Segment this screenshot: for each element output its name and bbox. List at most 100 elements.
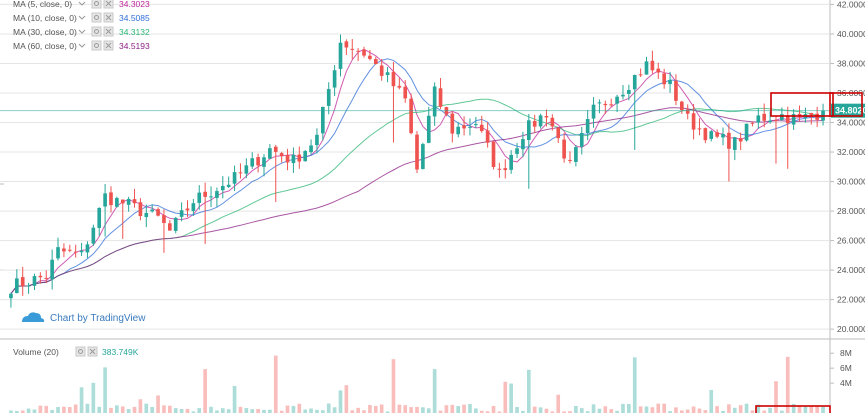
volume-bar (585, 411, 590, 413)
candle-body (62, 248, 66, 252)
volume-bar (385, 411, 390, 413)
candle-body (162, 215, 166, 223)
volume-close-icon[interactable] (87, 346, 98, 357)
volume-bar (509, 383, 513, 413)
candle-body (732, 137, 737, 150)
ma-legend-label: MA (30, close, 0) (13, 27, 77, 37)
candle-body (438, 88, 443, 107)
candle-body (662, 73, 666, 85)
volume-bar (809, 405, 814, 413)
candle-body (556, 127, 561, 139)
price-axis-label: 34.0000 (837, 118, 865, 128)
highlight-box-volume (755, 405, 831, 418)
candle-body (650, 60, 655, 71)
volume-bar (821, 406, 825, 413)
ma-legend-value: 34.5085 (119, 13, 150, 23)
settings-icon[interactable] (91, 26, 102, 37)
volume-bar (462, 404, 466, 413)
candle-body (532, 121, 537, 127)
candle-body (679, 101, 684, 111)
cloud-icon (22, 312, 45, 322)
candle-body (232, 172, 237, 184)
tradingview-watermark[interactable]: Chart by TradingView (22, 312, 146, 324)
candle-body (20, 277, 25, 287)
candle-body (9, 293, 13, 299)
close-icon[interactable] (103, 0, 114, 9)
candle-body (138, 202, 143, 217)
volume-axis-label: 6M (840, 363, 852, 373)
price-axis[interactable]: 42.000040.000038.000036.000034.000032.00… (830, 0, 865, 334)
volume-bar (303, 409, 308, 413)
volume-bar (579, 408, 584, 413)
volume-bar (774, 381, 778, 413)
candle-body (627, 90, 631, 94)
volume-bar (173, 408, 178, 413)
volume-bar (344, 385, 349, 413)
candle-body (179, 210, 184, 217)
price-tag (831, 103, 865, 118)
volume-bar (674, 407, 678, 413)
volume-bar (185, 408, 190, 413)
candle-body (97, 207, 102, 228)
volume-bar (179, 409, 184, 413)
candle-body (615, 96, 619, 104)
candle-body (326, 89, 331, 106)
ma-legend-value: 34.5193 (119, 41, 150, 51)
settings-icon[interactable] (91, 12, 102, 23)
volume-bar (803, 405, 808, 413)
candle-body (303, 151, 308, 162)
volume-bar (656, 403, 661, 413)
volume-bar (368, 404, 372, 413)
candle-body (462, 125, 466, 129)
close-icon[interactable] (103, 12, 114, 23)
settings-icon[interactable] (91, 0, 102, 9)
volume-bar (109, 407, 113, 413)
candle-body (397, 85, 402, 88)
volume-legend-value: 383.749K (102, 347, 139, 357)
volume-bar (115, 405, 119, 413)
volume-bar (268, 409, 272, 413)
price-grid (0, 3, 830, 330)
candle-body (721, 133, 725, 138)
candle-body (85, 244, 90, 253)
chevron-down-icon (78, 1, 86, 6)
volume-settings-icon[interactable] (75, 346, 86, 357)
candle-body (203, 191, 207, 197)
candle-body (585, 119, 590, 134)
volume-bar (262, 409, 266, 413)
candle-body (744, 123, 749, 141)
close-icon[interactable] (103, 26, 114, 37)
volume-bar (815, 406, 819, 413)
settings-icon[interactable] (91, 40, 102, 51)
candle-body (591, 104, 596, 119)
ma-line (10, 98, 824, 295)
candle-body (538, 115, 543, 127)
watermark-text: Chart by TradingView (50, 313, 146, 324)
candle-body (809, 112, 814, 116)
volume-bar (285, 405, 290, 413)
close-icon[interactable] (103, 40, 114, 51)
candle-body (603, 103, 608, 106)
volume-bar (321, 410, 325, 413)
candle-body (73, 251, 78, 253)
candle-body (67, 249, 72, 251)
volume-bar (685, 409, 690, 413)
candle-body (432, 86, 437, 117)
volume-bar (244, 408, 249, 413)
candle-body (173, 217, 178, 231)
volume-bar (515, 406, 519, 413)
candle-body (550, 117, 555, 127)
highlight-box-latest-candles (770, 92, 834, 117)
candle-body (479, 124, 484, 132)
ma-legend-label: MA (60, close, 0) (13, 41, 77, 51)
volume-axis[interactable]: 8M 6M 4M (830, 348, 852, 388)
candle-body (780, 114, 784, 120)
candle-body (697, 128, 702, 130)
candle-body (256, 157, 260, 166)
candle-body (409, 98, 413, 134)
volume-bar (432, 369, 437, 413)
volume-bar (220, 408, 225, 413)
volume-bar (450, 404, 455, 413)
